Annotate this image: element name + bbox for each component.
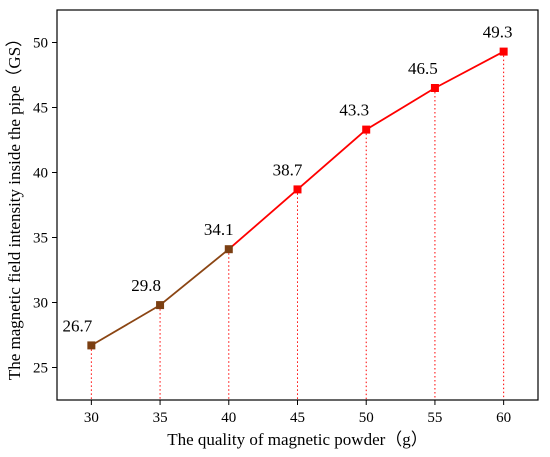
data-label: 38.7	[273, 160, 303, 179]
series-line-segment	[90, 304, 161, 347]
data-label: 43.3	[339, 101, 369, 120]
series-line-segment	[365, 87, 436, 131]
x-tick-label: 40	[221, 410, 236, 426]
data-point	[293, 185, 302, 194]
data-point	[430, 84, 439, 92]
y-tick-label: 40	[33, 166, 48, 182]
data-label: 46.5	[408, 59, 438, 78]
axes: 30 35 40 45 50 55 60 25 30 35 40 45 50	[33, 9, 539, 426]
y-tick-label: 45	[33, 101, 48, 117]
data-label: 29.8	[131, 276, 161, 295]
x-tick-label: 35	[153, 410, 168, 426]
data-label: 49.3	[483, 23, 513, 42]
y-axis-label: The magnetic field intensity inside the …	[5, 30, 24, 380]
drop-lines	[90, 51, 505, 400]
data-labels: 26.7 29.8 34.1 38.7 43.3 46.5 49.3	[62, 23, 512, 336]
data-point	[224, 245, 233, 254]
data-point	[362, 125, 371, 134]
x-tick-label: 30	[84, 410, 99, 426]
series-line-segment	[434, 50, 505, 89]
data-point	[156, 301, 165, 310]
data-label: 34.1	[204, 220, 234, 239]
y-tick-label: 35	[33, 231, 48, 247]
x-tick-label: 45	[290, 410, 305, 426]
series	[87, 47, 508, 350]
series-line-segment	[228, 188, 299, 250]
y-tick-label: 30	[33, 296, 48, 312]
series-line-segment	[296, 128, 367, 191]
x-axis-label: The quality of magnetic powder（g）	[167, 430, 428, 449]
x-tick-label: 55	[427, 410, 442, 426]
data-point	[499, 47, 508, 56]
x-tick-label: 60	[496, 410, 511, 426]
x-tick-label: 50	[359, 410, 374, 426]
y-tick-label: 25	[33, 361, 48, 377]
y-tick-label: 50	[33, 36, 48, 52]
data-point	[87, 341, 96, 350]
data-label: 26.7	[62, 316, 92, 335]
series-line-segment	[159, 248, 230, 306]
